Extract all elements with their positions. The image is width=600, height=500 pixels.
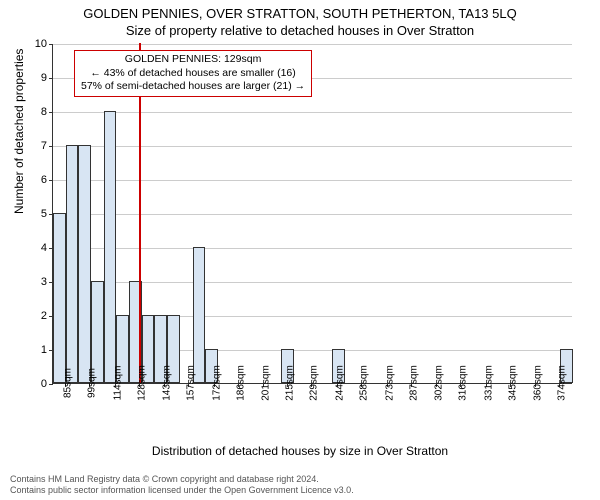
gridline <box>53 44 572 45</box>
xtick-label: 85sqm <box>56 368 73 398</box>
ytick-label: 8 <box>41 106 53 118</box>
xtick-label: 201sqm <box>255 365 272 401</box>
xtick-label: 331sqm <box>477 365 494 401</box>
xtick-label: 345sqm <box>501 365 518 401</box>
ytick-label: 5 <box>41 208 53 220</box>
annotation-line3: 57% of semi-detached houses are larger (… <box>81 80 305 94</box>
histogram-bar <box>53 213 66 383</box>
chart-title-main: GOLDEN PENNIES, OVER STRATTON, SOUTH PET… <box>0 0 600 21</box>
ytick-label: 6 <box>41 174 53 186</box>
ytick-label: 10 <box>35 38 53 50</box>
xtick-label: 128sqm <box>130 365 147 401</box>
xtick-label: 244sqm <box>328 365 345 401</box>
gridline <box>53 248 572 249</box>
histogram-bar <box>193 247 206 383</box>
xtick-label: 172sqm <box>205 365 222 401</box>
xtick-label: 99sqm <box>80 368 97 398</box>
xtick-label: 302sqm <box>428 365 445 401</box>
histogram-bar <box>78 145 91 383</box>
ytick-label: 2 <box>41 310 53 322</box>
xtick-label: 258sqm <box>352 365 369 401</box>
gridline <box>53 146 572 147</box>
footer-line1: Contains HM Land Registry data © Crown c… <box>10 474 354 485</box>
ytick-label: 4 <box>41 242 53 254</box>
annotation-line2: ← 43% of detached houses are smaller (16… <box>81 67 305 81</box>
chart-title-sub: Size of property relative to detached ho… <box>0 21 600 38</box>
xtick-label: 157sqm <box>180 365 197 401</box>
x-axis-label: Distribution of detached houses by size … <box>0 444 600 458</box>
xtick-label: 186sqm <box>229 365 246 401</box>
ytick-label: 7 <box>41 140 53 152</box>
ytick-label: 0 <box>41 378 53 390</box>
histogram-bar <box>66 145 79 383</box>
annotation-box: GOLDEN PENNIES: 129sqm ← 43% of detached… <box>74 50 312 97</box>
xtick-label: 287sqm <box>402 365 419 401</box>
xtick-label: 229sqm <box>303 365 320 401</box>
footer-credits: Contains HM Land Registry data © Crown c… <box>10 474 354 496</box>
chart-plot-area: 01234567891085sqm99sqm114sqm128sqm143sqm… <box>52 44 572 384</box>
gridline <box>53 180 572 181</box>
xtick-label: 360sqm <box>527 365 544 401</box>
ytick-label: 1 <box>41 344 53 356</box>
xtick-label: 316sqm <box>452 365 469 401</box>
xtick-label: 374sqm <box>551 365 568 401</box>
gridline <box>53 214 572 215</box>
xtick-label: 143sqm <box>156 365 173 401</box>
xtick-label: 215sqm <box>279 365 296 401</box>
ytick-label: 9 <box>41 72 53 84</box>
xtick-label: 114sqm <box>106 366 123 401</box>
gridline <box>53 112 572 113</box>
xtick-label: 273sqm <box>378 365 395 401</box>
footer-line2: Contains public sector information licen… <box>10 485 354 496</box>
y-axis-label: Number of detached properties <box>12 49 26 214</box>
histogram-bar <box>104 111 117 383</box>
annotation-line1: GOLDEN PENNIES: 129sqm <box>81 53 305 67</box>
ytick-label: 3 <box>41 276 53 288</box>
